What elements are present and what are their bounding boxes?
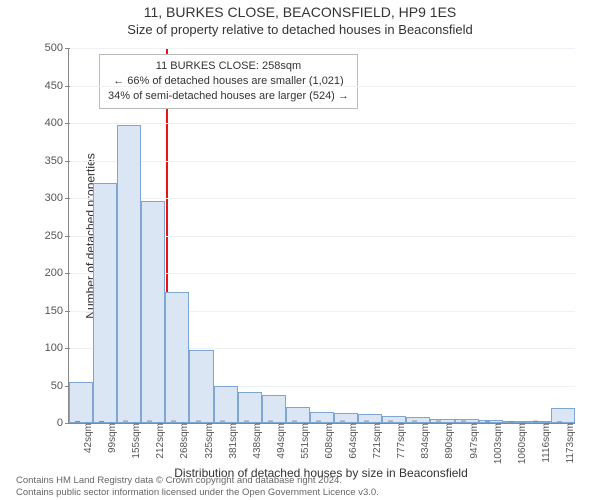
footer-line-1: Contains HM Land Registry data © Crown c… [16,475,592,486]
x-tick-label: 890sqm [442,423,455,459]
x-tick-label: 664sqm [346,423,359,459]
x-tick-label: 777sqm [394,423,407,459]
gridline [69,198,575,199]
histogram-bar [69,382,93,423]
x-tick-label: 721sqm [370,423,383,459]
gridline [69,123,575,124]
y-tick-label: 100 [45,342,69,354]
histogram-bar [93,183,117,423]
x-tick-label: 1116sqm [539,423,552,463]
x-tick-label: 1173sqm [563,423,576,463]
x-tick-label: 155sqm [129,423,142,459]
figure-container: 11, BURKES CLOSE, BEACONSFIELD, HP9 1ES … [0,0,600,500]
x-tick-label: 438sqm [250,423,263,459]
histogram-bar [334,413,358,424]
x-tick-label: 494sqm [274,423,287,459]
y-tick-label: 450 [45,80,69,92]
x-tick-label: 1003sqm [491,423,504,464]
title-main: 11, BURKES CLOSE, BEACONSFIELD, HP9 1ES [0,4,600,20]
y-tick-label: 400 [45,117,69,129]
y-tick-label: 300 [45,192,69,204]
gridline [69,161,575,162]
annotation-line-1: 11 BURKES CLOSE: 258sqm [108,59,349,74]
histogram-bar [358,414,382,423]
x-tick-label: 947sqm [467,423,480,459]
title-sub: Size of property relative to detached ho… [0,22,600,37]
histogram-bar [117,125,141,424]
y-tick-label: 50 [51,380,69,392]
x-tick-label: 381sqm [226,423,239,459]
y-tick-label: 250 [45,230,69,242]
y-tick-label: 500 [45,42,69,54]
y-tick-label: 200 [45,267,69,279]
x-tick-label: 551sqm [298,423,311,459]
x-tick-label: 268sqm [177,423,190,459]
x-tick-label: 325sqm [202,423,215,459]
histogram-bar [189,350,213,424]
x-tick-label: 1060sqm [515,423,528,464]
histogram-bar [141,201,165,423]
histogram-bar [382,416,406,424]
x-tick-label: 608sqm [322,423,335,459]
annotation-box: 11 BURKES CLOSE: 258sqm ← 66% of detache… [99,54,358,109]
x-tick-label: 834sqm [418,423,431,459]
y-tick-label: 0 [57,417,69,429]
x-tick-label: 99sqm [105,423,118,453]
x-tick-label: 212sqm [153,423,166,459]
annotation-line-3: 34% of semi-detached houses are larger (… [108,89,349,104]
footer-attribution: Contains HM Land Registry data © Crown c… [16,475,592,498]
gridline [69,86,575,87]
histogram-bar [551,408,575,423]
gridline [69,48,575,49]
histogram-bar [214,386,238,424]
histogram-chart: 11 BURKES CLOSE: 258sqm ← 66% of detache… [68,48,574,423]
x-tick-label: 42sqm [81,423,94,453]
y-tick-label: 350 [45,155,69,167]
footer-line-2: Contains public sector information licen… [16,487,592,498]
histogram-bar [286,407,310,424]
histogram-bar [238,392,262,424]
histogram-bar [165,292,189,423]
plot-area: 11 BURKES CLOSE: 258sqm ← 66% of detache… [68,48,575,424]
y-tick-label: 150 [45,305,69,317]
histogram-bar [310,412,334,423]
histogram-bar [262,395,286,424]
